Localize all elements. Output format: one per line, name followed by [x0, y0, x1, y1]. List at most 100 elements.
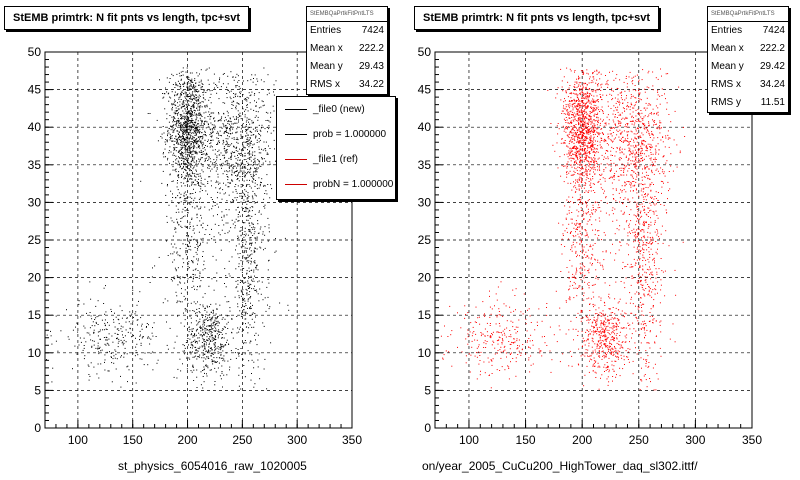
- data-point: [95, 305, 97, 307]
- data-point: [166, 344, 168, 346]
- data-point: [174, 94, 176, 96]
- data-point: [198, 198, 200, 200]
- data-point: [172, 197, 174, 198]
- data-point: [194, 175, 196, 177]
- data-point: [246, 144, 248, 146]
- data-point: [593, 160, 595, 162]
- data-point: [181, 116, 183, 118]
- data-point: [232, 167, 234, 169]
- data-point: [204, 139, 206, 141]
- data-point: [206, 373, 207, 375]
- data-point: [198, 277, 200, 279]
- data-point: [200, 238, 202, 240]
- data-point: [216, 159, 218, 161]
- data-point: [182, 363, 183, 365]
- data-point: [659, 132, 661, 134]
- data-point: [566, 145, 568, 147]
- data-point: [580, 136, 582, 138]
- data-point: [582, 89, 584, 91]
- data-point: [86, 312, 87, 314]
- data-point: [185, 117, 187, 119]
- data-point: [247, 254, 249, 256]
- data-point: [191, 141, 193, 142]
- data-point: [216, 203, 218, 205]
- data-point: [199, 271, 201, 273]
- data-point: [210, 129, 212, 131]
- data-point: [243, 147, 245, 149]
- data-point: [223, 146, 225, 148]
- data-point: [187, 119, 189, 121]
- data-point: [247, 350, 249, 352]
- data-point: [592, 111, 594, 113]
- data-point: [247, 110, 249, 112]
- data-point: [253, 386, 255, 388]
- data-point: [599, 111, 601, 112]
- data-point: [251, 147, 253, 149]
- data-point: [584, 82, 586, 84]
- data-point: [223, 216, 225, 218]
- data-point: [580, 110, 582, 112]
- data-point: [576, 179, 578, 181]
- data-point: [594, 120, 596, 122]
- data-point: [656, 253, 658, 255]
- data-point: [235, 86, 237, 88]
- data-point: [233, 101, 235, 103]
- data-point: [198, 103, 200, 104]
- data-point: [599, 132, 601, 134]
- data-point: [180, 78, 182, 80]
- data-point: [591, 131, 593, 133]
- data-point: [177, 114, 178, 116]
- data-point: [196, 102, 198, 104]
- legend-line: [285, 109, 307, 110]
- data-point: [181, 75, 182, 77]
- data-point: [227, 89, 229, 91]
- data-point: [176, 275, 178, 277]
- data-point: [187, 245, 189, 247]
- data-point: [248, 92, 250, 94]
- data-point: [596, 73, 598, 75]
- data-point: [572, 107, 574, 109]
- data-point: [268, 89, 269, 91]
- data-point: [188, 164, 190, 166]
- data-point: [223, 154, 225, 156]
- data-point: [202, 101, 204, 103]
- data-point: [238, 328, 240, 330]
- data-point: [226, 301, 228, 303]
- data-point: [178, 300, 180, 302]
- data-point: [195, 127, 197, 129]
- data-point: [196, 369, 198, 371]
- data-point: [592, 125, 593, 127]
- data-point: [596, 100, 598, 102]
- data-point: [225, 124, 227, 126]
- data-point: [170, 243, 172, 245]
- data-point: [241, 312, 243, 314]
- data-point: [192, 364, 194, 366]
- data-point: [237, 103, 239, 105]
- data-point: [222, 189, 224, 191]
- data-point: [182, 104, 184, 105]
- data-point: [221, 329, 223, 331]
- data-point: [211, 278, 213, 280]
- data-point: [184, 129, 186, 131]
- data-point: [260, 213, 262, 215]
- data-point: [208, 158, 210, 160]
- data-point: [254, 193, 256, 195]
- data-point: [213, 337, 214, 339]
- data-point: [238, 331, 240, 333]
- data-point: [99, 346, 101, 348]
- data-point: [240, 128, 242, 130]
- data-point: [155, 336, 157, 337]
- data-point: [568, 100, 570, 102]
- data-point: [213, 344, 215, 346]
- data-point: [195, 125, 197, 127]
- data-point: [192, 149, 194, 151]
- data-point: [199, 318, 201, 320]
- data-point: [582, 87, 584, 89]
- data-point: [187, 117, 189, 119]
- data-point: [217, 132, 219, 134]
- data-point: [593, 115, 595, 117]
- data-point: [210, 323, 212, 325]
- data-point: [184, 116, 186, 118]
- data-point: [191, 184, 192, 186]
- data-point: [191, 178, 193, 180]
